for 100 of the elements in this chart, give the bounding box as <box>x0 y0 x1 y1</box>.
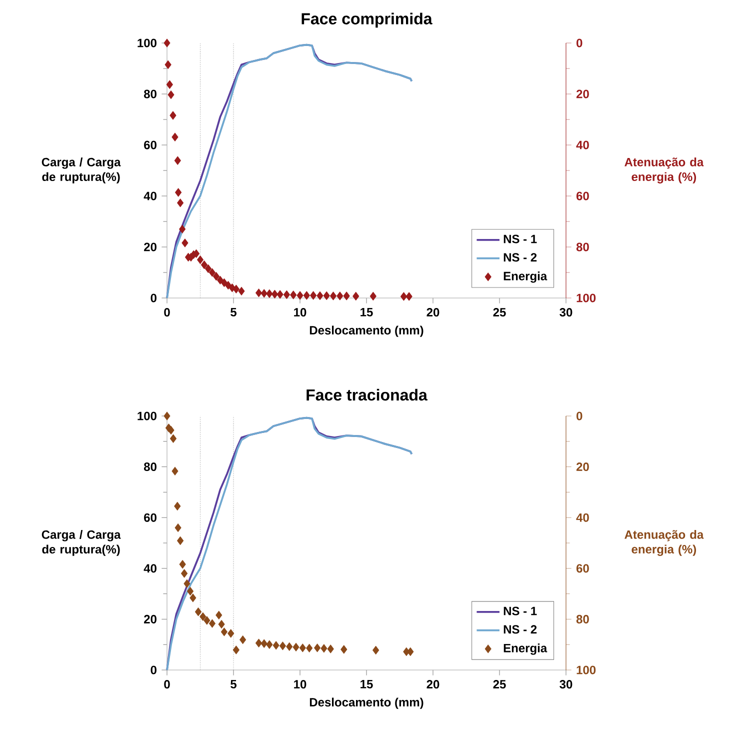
legend-label: NS - 2 <box>504 625 537 634</box>
x-tick-label: 0 <box>164 308 170 317</box>
y-tick-label: 60 <box>144 513 156 522</box>
point <box>179 224 186 234</box>
point <box>256 638 262 648</box>
y2-tick-label: 40 <box>576 513 589 522</box>
y2-tick-label: 40 <box>576 140 589 150</box>
point <box>166 80 173 89</box>
y-tick-label: 0 <box>150 294 156 302</box>
point <box>407 647 414 656</box>
x-tick-label: 30 <box>560 680 572 689</box>
point <box>208 619 216 628</box>
point <box>204 616 210 625</box>
point <box>200 612 206 621</box>
y2-tick-label: 20 <box>576 90 589 98</box>
legend-label: NS - 2 <box>504 253 537 262</box>
point <box>232 646 240 654</box>
x-tick-label: 5 <box>230 680 236 688</box>
x-tick-label: 5 <box>230 308 236 316</box>
point <box>286 642 293 651</box>
point <box>299 644 306 652</box>
point <box>164 412 170 420</box>
y2-tick-label: 0 <box>576 412 582 420</box>
point <box>196 255 204 264</box>
point <box>174 523 182 532</box>
y2-tick-label: 0 <box>576 38 582 48</box>
point <box>370 292 376 300</box>
point <box>220 278 228 287</box>
point <box>164 60 172 69</box>
point <box>187 586 194 596</box>
point <box>181 569 188 578</box>
y-axis-title: Carga / Carga de ruptura(%) <box>42 530 121 556</box>
point <box>303 291 310 300</box>
y-tick-label: 100 <box>138 412 156 420</box>
x-tick-label: 20 <box>426 308 440 317</box>
point <box>260 639 268 648</box>
x-tick-label: 15 <box>360 680 373 688</box>
point <box>220 628 228 636</box>
point <box>228 629 234 638</box>
point <box>336 292 344 300</box>
point <box>310 291 317 300</box>
legend-label: NS - 1 <box>504 606 537 616</box>
legend-label: Energia <box>504 271 548 283</box>
y-tick-label: 100 <box>138 38 156 48</box>
point <box>168 90 174 100</box>
x-tick-label: 30 <box>560 308 572 317</box>
y-tick-label: 60 <box>144 140 156 150</box>
point <box>400 292 408 301</box>
point <box>208 268 216 277</box>
point <box>218 620 225 629</box>
point <box>212 272 220 281</box>
point <box>330 292 337 300</box>
point <box>340 645 348 654</box>
point <box>266 640 273 649</box>
point <box>276 290 284 299</box>
x-axis-title: Deslocamento (mm) <box>310 326 424 337</box>
point <box>184 579 190 588</box>
point <box>296 291 304 300</box>
y2-tick-label: 60 <box>576 192 589 200</box>
point <box>372 646 380 654</box>
point <box>323 291 330 300</box>
point <box>170 434 177 443</box>
point <box>204 264 212 273</box>
point <box>306 644 313 652</box>
y-tick-label: 80 <box>144 90 156 98</box>
x-tick-label: 10 <box>294 680 306 689</box>
point <box>260 289 268 298</box>
point <box>172 466 178 476</box>
point <box>172 132 178 142</box>
legend-label: NS - 1 <box>504 234 537 244</box>
point <box>327 644 334 654</box>
y2-axis-title: Atenuação da energia (%) <box>624 530 704 556</box>
y-tick-label: 0 <box>150 666 156 674</box>
x-tick-label: 25 <box>493 308 506 317</box>
point <box>266 289 273 298</box>
point <box>200 260 208 270</box>
point <box>174 502 181 510</box>
point <box>316 291 324 300</box>
y2-tick-label: 80 <box>576 242 589 252</box>
point <box>175 188 182 197</box>
y-tick-label: 20 <box>144 614 156 624</box>
y-axis-title: Carga / Carga de ruptura(%) <box>42 158 121 184</box>
y2-tick-label: 100 <box>576 294 596 302</box>
x-tick-label: 20 <box>426 680 440 689</box>
legend-label: Energia <box>504 644 548 655</box>
point <box>320 644 328 653</box>
x-tick-label: 0 <box>164 680 170 689</box>
point <box>343 292 350 300</box>
point <box>283 290 290 299</box>
point <box>177 536 184 545</box>
x-tick-label: 10 <box>294 308 306 317</box>
point <box>164 38 170 48</box>
point <box>216 610 222 620</box>
point <box>240 635 246 644</box>
chart-title: Face tracionada <box>306 388 428 401</box>
point <box>238 286 245 296</box>
point <box>177 198 184 208</box>
point <box>314 644 321 652</box>
point <box>232 284 240 294</box>
point <box>292 642 300 652</box>
